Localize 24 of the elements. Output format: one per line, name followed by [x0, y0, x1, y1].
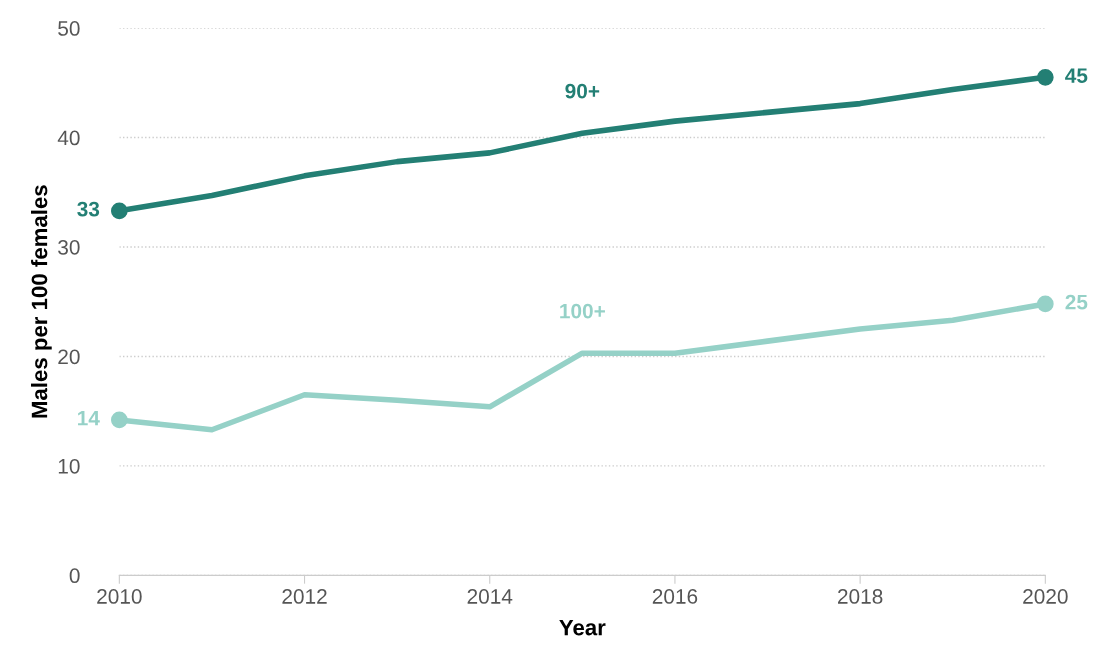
- x-tick-label: 2014: [467, 589, 513, 604]
- y-tick-label: 30: [58, 240, 80, 255]
- y-tick-label: 40: [57, 130, 80, 146]
- point: [1036, 295, 1054, 313]
- x-axis-title: Year: [559, 619, 606, 636]
- data-label: 14: [78, 410, 100, 426]
- y-tick-label: 10: [58, 458, 80, 474]
- data-label: 33: [77, 201, 100, 217]
- point: [1036, 69, 1054, 86]
- x-tick-label: 2010: [97, 589, 142, 604]
- x-tick-label: 2012: [282, 589, 327, 604]
- series-label: 100+: [560, 303, 605, 319]
- data-label: 25: [1065, 294, 1088, 310]
- y-tick-label: 0: [69, 568, 80, 584]
- y-axis-title: Males per 100 females: [31, 185, 52, 418]
- point: [111, 202, 128, 220]
- y-tick-label: 50: [58, 21, 80, 36]
- data-label: 45: [1065, 68, 1088, 83]
- series-label: 90+: [565, 83, 600, 99]
- x-tick-label: 2018: [838, 589, 883, 604]
- point: [111, 411, 128, 429]
- y-tick-label: 20: [58, 349, 80, 365]
- x-tick-label: 2016: [652, 589, 698, 604]
- x-tick-label: 2020: [1023, 589, 1068, 604]
